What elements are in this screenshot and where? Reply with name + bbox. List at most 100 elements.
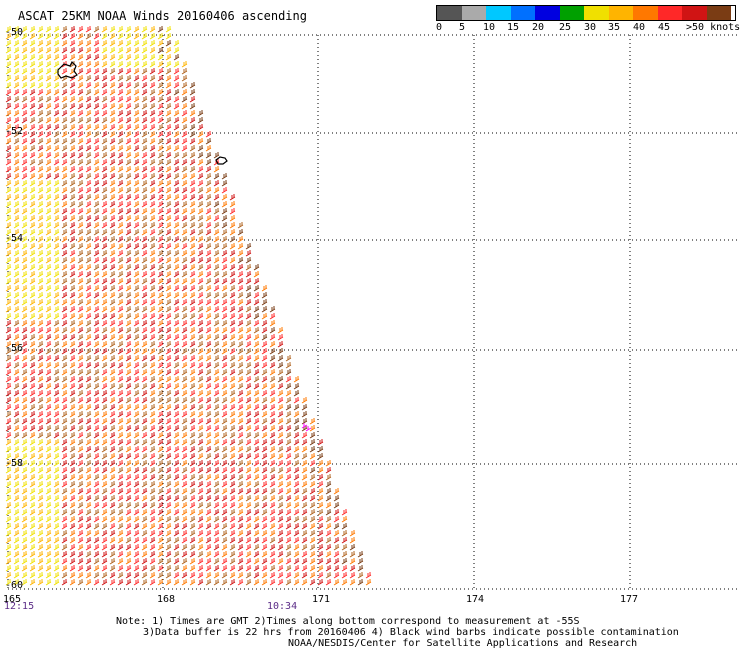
wind-barb [261, 285, 268, 292]
wind-barb [133, 215, 140, 222]
wind-barb [269, 411, 276, 418]
wind-barb [53, 236, 60, 243]
wind-barb [205, 222, 212, 229]
wind-barb [285, 404, 292, 411]
wind-barb [13, 537, 20, 544]
wind-barb [141, 439, 148, 446]
wind-barb [77, 68, 84, 75]
wind-barb [197, 516, 204, 523]
wind-barb [93, 523, 100, 530]
wind-barb [197, 453, 204, 460]
wind-barb [173, 131, 180, 138]
wind-barb [269, 362, 276, 369]
wind-barb [197, 509, 204, 516]
wind-barb [277, 348, 284, 355]
wind-barb [221, 320, 228, 327]
wind-barb [117, 159, 124, 166]
wind-barb [317, 509, 324, 516]
wind-barb [157, 187, 164, 194]
wind-barb [189, 201, 196, 208]
wind-barb [237, 411, 244, 418]
wind-barb [213, 453, 220, 460]
wind-barb [61, 222, 68, 229]
wind-barb [205, 418, 212, 425]
wind-barb [45, 572, 52, 579]
wind-barb [13, 320, 20, 327]
wind-barb [85, 117, 92, 124]
wind-barb [165, 229, 172, 236]
wind-barb [173, 82, 180, 89]
wind-barb [277, 369, 284, 376]
wind-barb [301, 530, 308, 537]
wind-barb [77, 229, 84, 236]
wind-barb [29, 551, 36, 558]
wind-barb [101, 299, 108, 306]
wind-barb [21, 26, 28, 33]
wind-barb [45, 502, 52, 509]
wind-barb [165, 159, 172, 166]
wind-barb [197, 271, 204, 278]
wind-barb [229, 558, 236, 565]
wind-barb [125, 292, 132, 299]
wind-barb [125, 110, 132, 117]
wind-barb [109, 138, 116, 145]
wind-barb [205, 425, 212, 432]
wind-barb [221, 495, 228, 502]
wind-barb [93, 187, 100, 194]
wind-barb [109, 320, 116, 327]
wind-barb [125, 145, 132, 152]
wind-barb [101, 565, 108, 572]
wind-barb [197, 250, 204, 257]
wind-barb [69, 131, 76, 138]
wind-barb [141, 558, 148, 565]
wind-barb [149, 299, 156, 306]
wind-barb [125, 411, 132, 418]
wind-barb [157, 180, 164, 187]
wind-barb [69, 166, 76, 173]
wind-barb [29, 565, 36, 572]
wind-barb [37, 467, 44, 474]
wind-barb [189, 124, 196, 131]
wind-barb [173, 264, 180, 271]
wind-barb [181, 222, 188, 229]
wind-barb [117, 96, 124, 103]
wind-barb [29, 355, 36, 362]
wind-barb [61, 194, 68, 201]
wind-barb [21, 138, 28, 145]
wind-barb [117, 61, 124, 68]
wind-barb [77, 194, 84, 201]
wind-barb [101, 159, 108, 166]
wind-barb [53, 222, 60, 229]
wind-barb [333, 495, 340, 502]
wind-barb [181, 250, 188, 257]
wind-barb [53, 194, 60, 201]
wind-barb [301, 481, 308, 488]
wind-barb [293, 544, 300, 551]
wind-barb [181, 103, 188, 110]
wind-barb [141, 362, 148, 369]
wind-barb [109, 264, 116, 271]
wind-barb [93, 236, 100, 243]
wind-barb [157, 236, 164, 243]
wind-barb [165, 243, 172, 250]
wind-barb [309, 572, 316, 579]
wind-barb [165, 47, 172, 54]
wind-barb [157, 579, 164, 586]
wind-barb [141, 551, 148, 558]
wind-barb [5, 558, 12, 565]
wind-barb [77, 320, 84, 327]
wind-barb [45, 523, 52, 530]
wind-barb [125, 187, 132, 194]
wind-barb [21, 75, 28, 82]
wind-barb [173, 208, 180, 215]
wind-barb [69, 145, 76, 152]
wind-barb [133, 558, 140, 565]
wind-barb [149, 530, 156, 537]
wind-barb [189, 537, 196, 544]
wind-barb [85, 103, 92, 110]
wind-barb [157, 313, 164, 320]
wind-barb [269, 537, 276, 544]
wind-barb [173, 152, 180, 159]
wind-barb [237, 481, 244, 488]
wind-barb [53, 572, 60, 579]
